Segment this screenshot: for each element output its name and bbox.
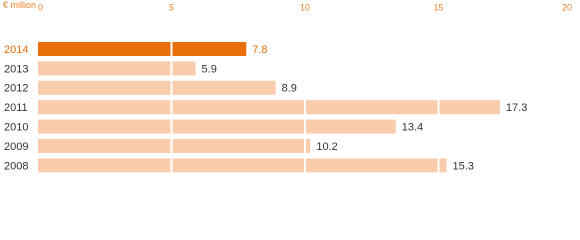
y-tick-label: 2014 [4,44,28,56]
value-label: 5.9 [202,63,217,75]
bar [38,100,500,115]
bar [38,119,396,134]
axis-unit: € million [3,0,37,10]
y-tick-label: 2010 [4,122,28,134]
value-label: 10.2 [316,141,337,153]
x-tick-label: 5 [169,2,174,12]
bar [38,61,196,76]
y-tick-label: 2012 [4,83,28,95]
y-tick-label: 2008 [4,160,28,172]
chart: € million 2014 7.8 2013 5.9 2012 8.9 2011 17.3 2… [3,0,573,174]
y-tick-label: 2011 [4,102,28,114]
x-tick-label: 10 [300,2,310,12]
bar [38,139,311,153]
value-label: 7.8 [252,44,267,56]
y-tick-label: 2013 [4,63,28,75]
value-label: 13.4 [402,122,423,134]
value-label: 8.9 [282,83,297,95]
bar [38,80,276,95]
x-tick-label: 15 [433,2,443,12]
y-tick-label: 2009 [4,141,28,153]
x-tick-label: 20 [562,2,572,12]
value-label: 15.3 [453,160,474,172]
bar [38,158,447,173]
x-tick-label: 0 [38,2,43,12]
value-label: 17.3 [506,102,527,114]
bar [38,42,247,56]
